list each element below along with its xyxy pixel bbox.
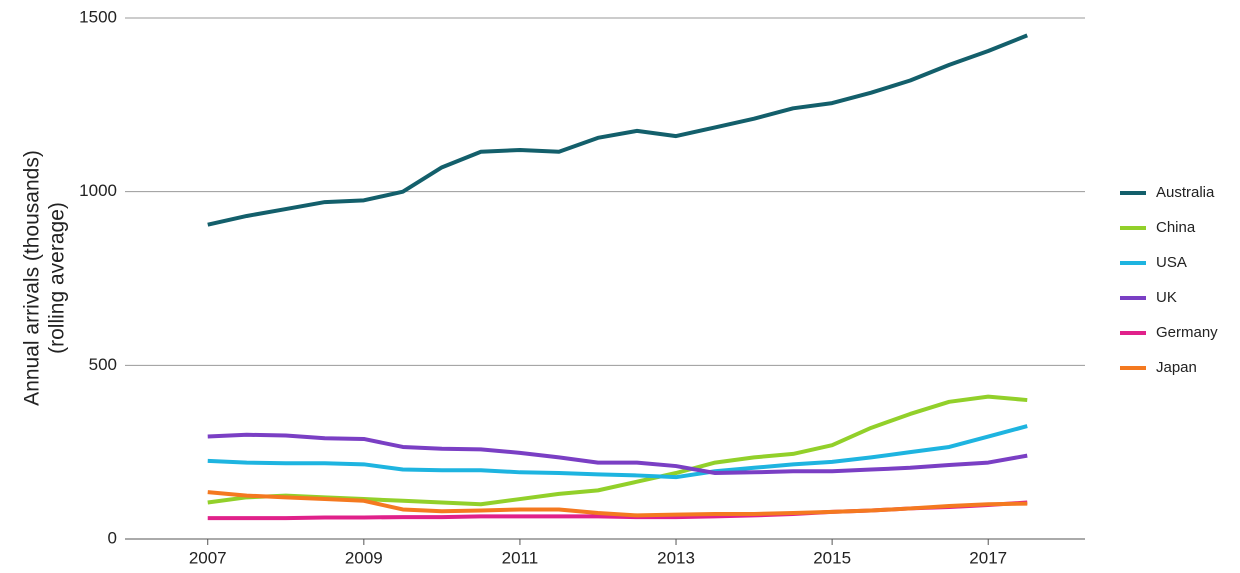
x-tick-label: 2011: [502, 548, 539, 567]
y-tick-label: 500: [89, 355, 117, 374]
legend-label: Australia: [1156, 184, 1215, 201]
x-tick-label: 2017: [969, 548, 1007, 567]
y-axis-label: Annual arrivals (thousands): [21, 150, 44, 406]
x-tick-label: 2007: [189, 548, 227, 567]
y-tick-label: 0: [108, 528, 117, 547]
series-line: [207, 424, 1028, 480]
x-tick-label: 2013: [657, 548, 695, 567]
series-line: [207, 432, 1028, 476]
legend-label: USA: [1156, 254, 1187, 271]
x-tick-label: 2009: [345, 548, 383, 567]
series-line: [207, 490, 1028, 518]
series-line: [207, 394, 1028, 507]
legend-label: UK: [1156, 289, 1177, 306]
legend-label: Germany: [1156, 324, 1218, 341]
series-line: [207, 33, 1028, 227]
y-tick-label: 1000: [79, 181, 117, 200]
y-axis-label: (rolling average): [46, 202, 69, 354]
y-tick-label: 1500: [79, 7, 117, 26]
x-tick-label: 2015: [813, 548, 851, 567]
legend-label: China: [1156, 219, 1196, 236]
legend-label: Japan: [1156, 359, 1197, 376]
